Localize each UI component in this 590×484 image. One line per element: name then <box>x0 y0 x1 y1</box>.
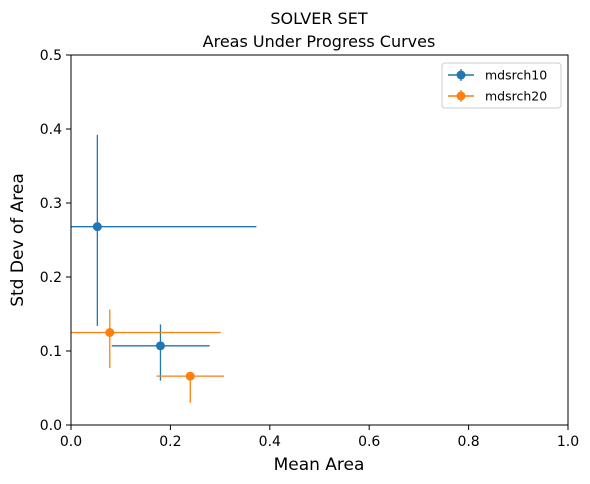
x-tick-label: 1.0 <box>557 434 579 450</box>
legend-label: mdsrch20 <box>485 89 547 104</box>
legend: mdsrch10 mdsrch20 <box>441 62 562 109</box>
x-tick-label: 0.4 <box>259 434 281 450</box>
y-tick-label: 0.1 <box>40 344 62 360</box>
data-point <box>105 328 115 337</box>
plot-frame <box>70 54 569 426</box>
plot-area <box>71 134 257 403</box>
chart-subtitle: Areas Under Progress Curves <box>203 32 436 51</box>
y-tick-label: 0.3 <box>40 196 62 212</box>
x-axis-label: Mean Area <box>274 455 365 475</box>
y-tick-label: 0.5 <box>40 48 62 64</box>
y-tick-label: 0.4 <box>40 122 62 138</box>
chart-title: SOLVER SET <box>270 9 367 28</box>
x-tick-label: 0.2 <box>159 434 181 450</box>
data-point <box>185 371 195 381</box>
x-tick-label: 0.8 <box>457 434 479 450</box>
y-tick-label: 0.2 <box>40 270 62 286</box>
x-tick-label: 0.6 <box>358 434 380 450</box>
legend-swatch-marker <box>456 70 466 80</box>
data-point <box>92 222 102 232</box>
legend-label: mdsrch10 <box>485 68 547 83</box>
data-point <box>155 341 165 351</box>
axis-ticks: 0.0 0.2 0.4 0.6 0.8 1.0 0.0 0.1 0.2 0.3 0.4 0.5 <box>40 48 579 450</box>
legend-swatch-marker <box>456 91 466 101</box>
y-tick-label: 0.0 <box>40 418 62 434</box>
y-axis-label: Std Dev of Area <box>8 173 28 307</box>
x-tick-label: 0.0 <box>60 434 82 450</box>
